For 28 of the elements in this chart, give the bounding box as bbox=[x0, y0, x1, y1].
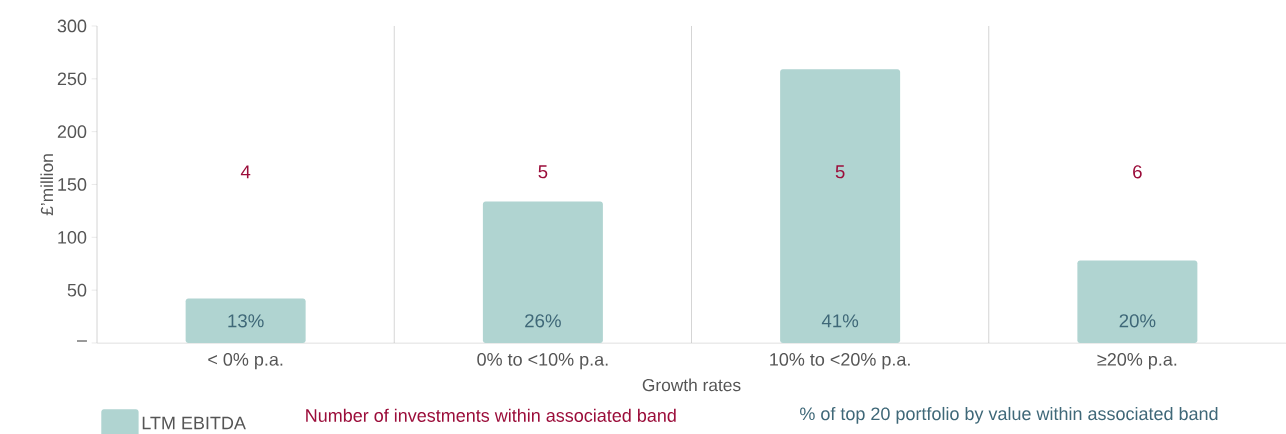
x-tick-label: 0% to <10% p.a. bbox=[477, 353, 608, 370]
legend-label: LTM EBITDA bbox=[142, 416, 246, 430]
y-tick-label: 100 bbox=[58, 230, 87, 244]
y-tick-label: 150 bbox=[58, 178, 87, 191]
y-tick-label: 50 bbox=[67, 283, 87, 297]
bar bbox=[185, 298, 306, 343]
bar bbox=[482, 201, 603, 343]
x-tick-label: 10% to <20% p.a. bbox=[770, 353, 910, 370]
annotation: 20% bbox=[1119, 314, 1156, 328]
annotation: 4 bbox=[240, 165, 251, 179]
y-tick-label: – bbox=[76, 340, 87, 342]
y-tick-label: 250 bbox=[57, 72, 87, 86]
annotation: 6 bbox=[1133, 165, 1142, 179]
annotation: 13% bbox=[228, 314, 264, 328]
annotation: 5 bbox=[835, 165, 845, 179]
bar bbox=[1077, 260, 1198, 343]
y-axis-title: £’million bbox=[40, 154, 54, 216]
annotation: 26% bbox=[525, 314, 561, 328]
y-tick-label: 200 bbox=[57, 125, 87, 139]
annotation: 5 bbox=[538, 165, 548, 179]
annotation: 41% bbox=[821, 314, 859, 328]
x-tick-label: < 0% p.a. bbox=[208, 353, 283, 370]
x-axis-title: Growth rates bbox=[642, 378, 741, 392]
text: % of top 20 portfolio by value within associated band bbox=[800, 406, 1218, 424]
y-tick-label: 300 bbox=[57, 19, 87, 33]
bar bbox=[780, 69, 901, 343]
text: Number of investments within associated band bbox=[306, 408, 676, 422]
x-tick-label: ≥20% p.a. bbox=[1097, 353, 1177, 370]
